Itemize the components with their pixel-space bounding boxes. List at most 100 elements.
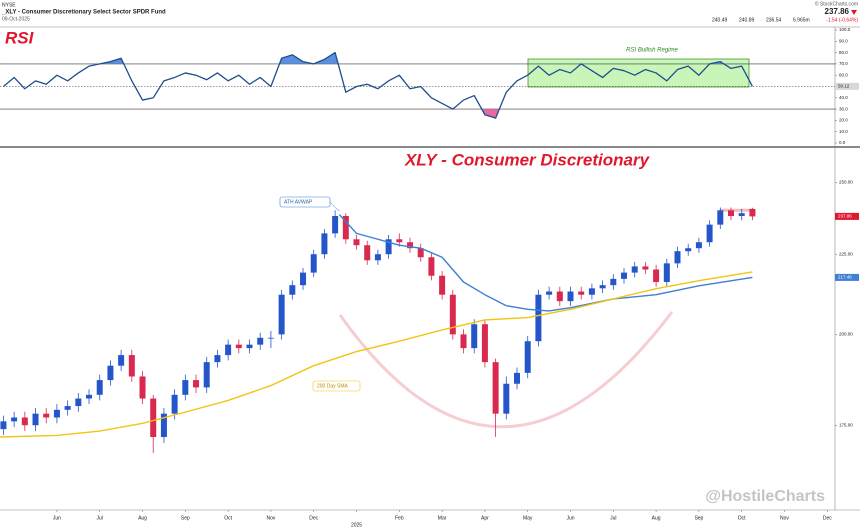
x-tick-label: Apr xyxy=(481,515,489,521)
rsi-line xyxy=(3,51,753,119)
avwap-label: ATH AVWAP xyxy=(284,199,313,205)
candle-body xyxy=(524,341,531,373)
candle-body xyxy=(599,285,606,289)
avwap-connector xyxy=(329,201,341,212)
candle-body xyxy=(11,417,18,422)
price-last-label-box xyxy=(835,212,859,220)
candle-body xyxy=(556,291,563,302)
y-tick-label: 20.0 xyxy=(839,118,848,123)
y-tick-label: 225.00 xyxy=(839,251,853,256)
candle-body xyxy=(289,285,296,295)
candle-body xyxy=(86,394,93,399)
candle-body xyxy=(653,269,660,282)
rsi-annotation: RSI Bullish Regime xyxy=(626,48,678,54)
candle-body xyxy=(342,215,349,240)
candle-body xyxy=(43,413,50,418)
open-value: 240.49 xyxy=(712,17,728,23)
watermark: @HostileCharts xyxy=(705,488,825,505)
candle-body xyxy=(492,362,499,414)
candle-body xyxy=(471,324,478,349)
candle-body xyxy=(417,248,424,258)
candle-body xyxy=(717,210,724,225)
x-tick-label: Jun xyxy=(566,515,574,521)
candle-body xyxy=(385,239,392,255)
low-value: 236.54 xyxy=(766,17,782,23)
candle-body xyxy=(514,372,521,384)
candle-body xyxy=(621,272,628,279)
last-price: 237.86 xyxy=(825,7,850,16)
sma-label: 200 Day SMA xyxy=(317,383,349,389)
candle-body xyxy=(257,337,264,345)
y-tick-label: 250.00 xyxy=(839,180,853,185)
x-tick-label: Nov xyxy=(266,515,275,521)
x-tick-label: Jun xyxy=(53,515,61,521)
x-tick-label: Jul xyxy=(97,515,103,521)
candle-body xyxy=(749,208,756,217)
change: -1.54 (-0.64%) xyxy=(826,17,858,23)
candle-body xyxy=(642,266,649,270)
candle-body xyxy=(439,275,446,295)
x-tick-label: Jul xyxy=(610,515,616,521)
candle-body xyxy=(118,355,125,366)
x-tick-label: 2025 xyxy=(351,522,362,528)
rsi-last-label-box xyxy=(835,82,859,90)
high-value: 240.89 xyxy=(739,17,755,23)
rsi-last-label: 50.12 xyxy=(838,84,850,89)
source: © StockCharts.com xyxy=(815,0,858,7)
price-title: XLY - Consumer Discretionary xyxy=(404,150,651,169)
candle-body xyxy=(546,291,553,295)
candle-body xyxy=(139,376,146,399)
candle-body xyxy=(310,254,317,273)
candle-body xyxy=(193,380,200,388)
candle-body xyxy=(567,291,574,302)
x-tick-label: Feb xyxy=(395,515,404,521)
avwap-last-label-box xyxy=(835,273,859,281)
date: 09-Oct-2025 xyxy=(2,16,30,22)
price-last-label: 237.86 xyxy=(838,214,852,219)
candle-body xyxy=(460,334,467,349)
candle-body xyxy=(695,242,702,249)
candle-body xyxy=(407,242,414,249)
x-tick-label: Dec xyxy=(309,515,318,521)
candle-body xyxy=(503,383,510,414)
candle-body xyxy=(235,344,242,349)
candle-body xyxy=(53,409,60,418)
candle-body xyxy=(96,380,103,395)
candle-body xyxy=(428,257,435,276)
x-tick-label: May xyxy=(523,515,533,521)
candle-body xyxy=(588,288,595,295)
x-tick-label: Oct xyxy=(738,515,746,521)
candle-body xyxy=(171,394,178,414)
x-tick-label: Nov xyxy=(780,515,789,521)
y-tick-label: 175.00 xyxy=(839,422,853,427)
candle-body xyxy=(321,233,328,255)
exchange: NYSE xyxy=(2,2,16,8)
candle-body xyxy=(160,413,167,437)
candle-body xyxy=(21,417,28,426)
candle-body xyxy=(278,294,285,335)
symbol-title: _XLY - Consumer Discretionary Select Sec… xyxy=(1,10,166,16)
candle-body xyxy=(738,213,745,216)
candle-body xyxy=(727,210,734,216)
candle-body xyxy=(353,239,360,246)
candle-body xyxy=(0,421,7,430)
y-tick-label: 10.0 xyxy=(839,129,848,134)
candle-body xyxy=(182,380,189,395)
x-tick-label: Aug xyxy=(138,515,147,521)
bowl-arc xyxy=(338,311,674,429)
candle-body xyxy=(214,355,221,363)
candle-body xyxy=(449,294,456,335)
y-tick-label: 30.0 xyxy=(839,106,848,111)
candle-body xyxy=(150,398,157,437)
candle-body xyxy=(64,406,71,410)
x-tick-label: Dec xyxy=(823,515,832,521)
candle-body xyxy=(674,251,681,264)
y-tick-label: 100.0 xyxy=(839,27,851,32)
candle-body xyxy=(685,248,692,252)
candle-body xyxy=(107,365,114,381)
candle-body xyxy=(332,215,339,234)
down-arrow xyxy=(851,10,857,15)
y-tick-label: 90.0 xyxy=(839,38,848,43)
candle-body xyxy=(663,263,670,282)
y-tick-label: 40.0 xyxy=(839,95,848,100)
